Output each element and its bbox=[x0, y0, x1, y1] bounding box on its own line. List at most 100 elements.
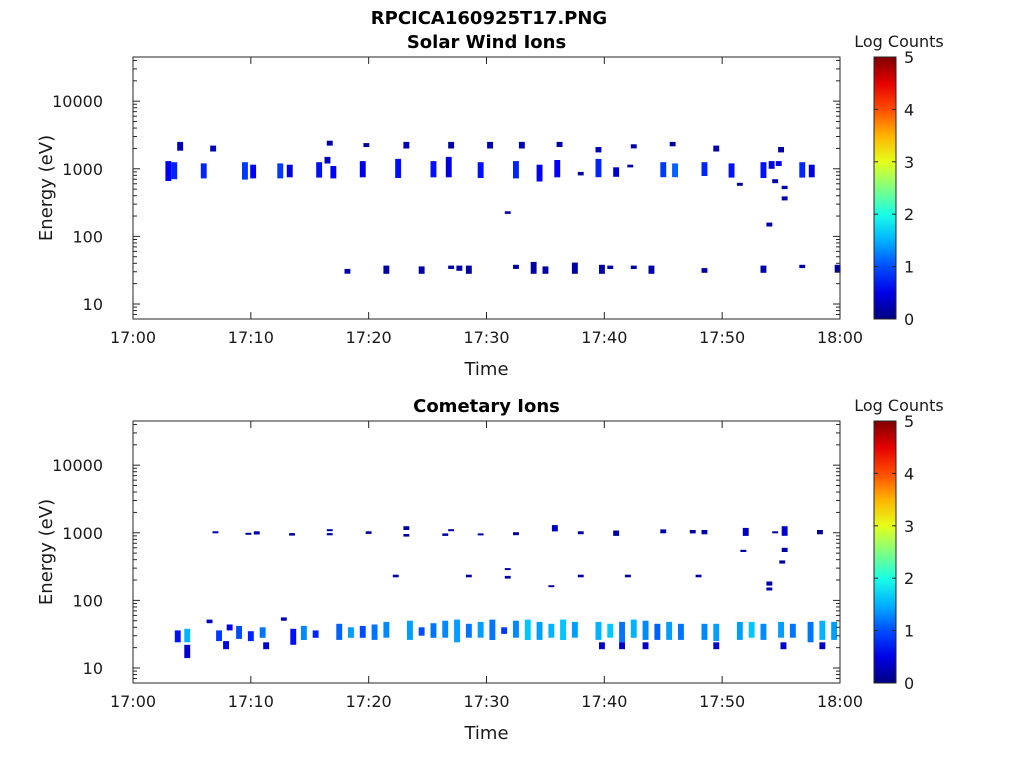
heatmap-cell bbox=[607, 265, 614, 269]
y-tick-label: 10000 bbox=[52, 92, 103, 111]
heatmap-cell bbox=[253, 531, 260, 535]
colorbar-bar bbox=[873, 56, 897, 320]
heatmap-cell bbox=[206, 619, 213, 624]
colorbar-tick-label: 4 bbox=[904, 100, 914, 119]
heatmap-cell bbox=[383, 265, 390, 274]
heatmap-cell bbox=[348, 627, 354, 638]
heatmap-cell bbox=[504, 568, 511, 571]
x-tick-label: 17:40 bbox=[581, 692, 627, 711]
heatmap-cell bbox=[736, 182, 743, 186]
colorbar-tick-label: 3 bbox=[904, 517, 914, 536]
colorbar-tick-label: 4 bbox=[904, 464, 914, 483]
heatmap-cell bbox=[781, 196, 788, 201]
heatmap-cell bbox=[779, 560, 786, 564]
heatmap-cell bbox=[781, 185, 788, 190]
heatmap-cell bbox=[448, 141, 455, 149]
chart-panel: Cometary Ions 17:00 17:10 17:20 17:30 17:40 17… bbox=[36, 396, 944, 744]
chart-title: Solar Wind Ions bbox=[407, 32, 566, 53]
heatmap-cell bbox=[760, 162, 767, 178]
heatmap-cell bbox=[748, 621, 755, 638]
heatmap-cell bbox=[371, 624, 378, 640]
heatmap-cell bbox=[689, 530, 696, 534]
heatmap-cell bbox=[624, 574, 631, 578]
heatmap-cell bbox=[430, 623, 437, 638]
heatmap-cell bbox=[571, 262, 578, 274]
heatmap-cell bbox=[280, 617, 287, 621]
heatmap-cell bbox=[766, 587, 773, 591]
heatmap-cell bbox=[678, 623, 684, 640]
heatmap-cell bbox=[171, 162, 178, 180]
plot-frame bbox=[132, 420, 841, 684]
colorbar-label: Log Counts bbox=[854, 32, 944, 51]
heatmap-cell bbox=[772, 179, 779, 184]
heatmap-cell bbox=[513, 620, 519, 638]
x-tick-label: 17:10 bbox=[228, 328, 274, 347]
heatmap-cell bbox=[740, 549, 747, 552]
y-tick-label: 1000 bbox=[62, 160, 103, 179]
heatmap-cell bbox=[418, 627, 425, 636]
heatmap-cell bbox=[465, 623, 472, 638]
colorbar-tick-label: 0 bbox=[904, 310, 914, 329]
heatmap-cell bbox=[781, 526, 788, 536]
heatmap-cell bbox=[403, 534, 410, 537]
heatmap-cell bbox=[781, 547, 788, 552]
heatmap-cell bbox=[477, 621, 484, 638]
heatmap-cell bbox=[448, 529, 455, 532]
heatmap-cell bbox=[713, 145, 720, 152]
heatmap-cell bbox=[465, 574, 472, 578]
colorbar-tick-label: 2 bbox=[904, 205, 914, 224]
heatmap-cell bbox=[326, 140, 333, 146]
heatmap-cell bbox=[513, 532, 519, 536]
colorbar-bar bbox=[873, 420, 897, 684]
heatmap-cell bbox=[642, 620, 649, 640]
heatmap-cell bbox=[695, 574, 702, 578]
heatmap-cell bbox=[799, 264, 806, 269]
heatmap-cell bbox=[465, 265, 472, 274]
heatmap-cell bbox=[595, 147, 602, 153]
colorbar-tick-label: 2 bbox=[904, 569, 914, 588]
y-tick-label: 10 bbox=[83, 295, 103, 314]
heatmap-cell bbox=[263, 642, 270, 650]
heatmap-cell bbox=[660, 162, 667, 178]
heatmap-cell bbox=[326, 533, 333, 536]
heatmap-cell bbox=[595, 158, 602, 178]
heatmap-cell bbox=[669, 141, 676, 147]
y-tick-label: 10 bbox=[83, 659, 103, 678]
heatmap-cell bbox=[200, 163, 207, 179]
heatmap-cell bbox=[336, 623, 343, 640]
heatmap-cell bbox=[607, 623, 614, 638]
colorbar-tick-label: 0 bbox=[904, 674, 914, 693]
x-axis-label: Time bbox=[463, 359, 508, 380]
heatmap-cell bbox=[359, 161, 366, 178]
panels: Solar Wind Ions 17:00 17:10 17:20 17:30 17:40… bbox=[36, 32, 944, 744]
heatmap-cell bbox=[518, 141, 525, 149]
heatmap-cell bbox=[560, 619, 566, 640]
y-axis-label: Energy (eV) bbox=[36, 499, 57, 605]
heatmap-cell bbox=[448, 265, 455, 269]
heatmap-cell bbox=[536, 164, 543, 182]
heatmap-cell bbox=[445, 156, 452, 178]
heatmap-cell bbox=[660, 529, 667, 534]
heatmap-cell bbox=[245, 532, 252, 535]
heatmap-cell bbox=[223, 641, 229, 650]
heatmap-cell bbox=[407, 620, 413, 640]
heatmap-cell bbox=[599, 642, 605, 650]
x-tick-label: 17:20 bbox=[346, 328, 392, 347]
y-axis-label: Energy (eV) bbox=[36, 135, 57, 241]
heatmap-cell bbox=[551, 525, 558, 532]
colorbar-tick-label: 5 bbox=[904, 48, 914, 67]
heatmap-cell bbox=[383, 621, 390, 638]
heatmap-cell bbox=[789, 623, 796, 638]
heatmap-cell bbox=[713, 642, 720, 650]
heatmap-cell bbox=[165, 161, 172, 181]
heatmap-cell bbox=[701, 530, 708, 535]
heatmap-cell bbox=[442, 620, 449, 638]
colorbar: Log Counts 0 1 2 3 4 5 bbox=[854, 396, 944, 693]
heatmap-cell bbox=[184, 644, 191, 659]
heatmap-cell bbox=[324, 156, 331, 164]
heatmap-cell bbox=[831, 621, 838, 640]
heatmap-cell bbox=[642, 642, 649, 650]
heatmap-cell bbox=[226, 624, 233, 631]
heatmap-cell bbox=[392, 574, 399, 578]
heatmap-cell bbox=[613, 167, 620, 177]
